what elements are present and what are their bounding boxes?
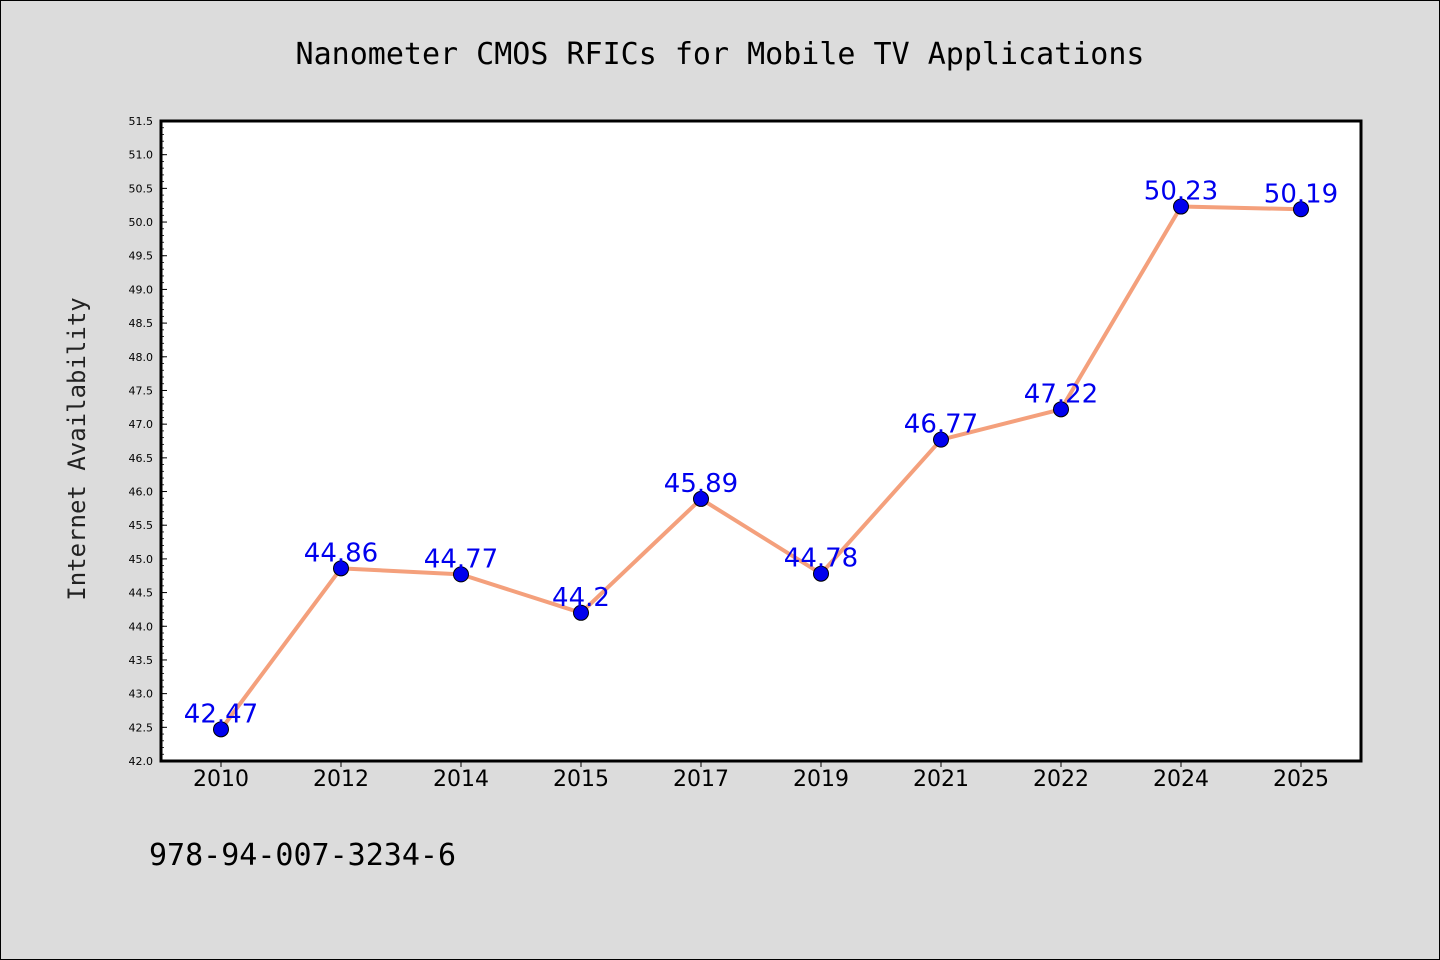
x-tick-label: 2022 — [1033, 767, 1089, 792]
data-point-marker — [453, 566, 469, 583]
y-tick-label: 51.5 — [129, 115, 154, 128]
x-tick-label: 2025 — [1273, 767, 1329, 792]
data-point-marker — [213, 721, 229, 738]
x-tick-label: 2012 — [313, 767, 369, 792]
x-tick-label: 2014 — [433, 767, 489, 792]
series-line-group — [219, 204, 1302, 731]
data-label: 44.86 — [304, 538, 378, 568]
data-labels: 42.47 44.86 44.77 44.2 45.89 44.78 46.77 47.22 5… — [184, 177, 1338, 730]
data-point-marker — [333, 560, 349, 577]
y-tick-label: 43.5 — [129, 654, 154, 667]
data-point-marker — [693, 490, 709, 507]
y-tick-label: 49.0 — [129, 283, 154, 296]
x-tick-label: 2024 — [1153, 767, 1209, 792]
data-label: 47.22 — [1024, 379, 1098, 409]
plot-area — [159, 119, 1363, 763]
y-tick-label: 51.0 — [129, 149, 154, 162]
y-tick-label: 50.5 — [129, 182, 154, 195]
data-label: 42.47 — [184, 699, 258, 729]
y-tick-label: 42.0 — [129, 755, 154, 768]
y-tick-label: 45.5 — [129, 519, 154, 532]
y-tick-label: 48.5 — [129, 317, 154, 330]
y-tick-label: 46.5 — [129, 452, 154, 465]
x-tick-label: 2010 — [193, 767, 249, 792]
series-line — [219, 204, 1302, 731]
y-tick-label: 45.0 — [129, 553, 154, 566]
data-point-marker — [1293, 201, 1309, 218]
y-tick-label: 47.0 — [129, 418, 154, 431]
isbn-text: 978-94-007-3234-6 — [149, 838, 456, 873]
x-tick-label: 2019 — [793, 767, 849, 792]
y-axis-ticks: 42.0 42.5 43.0 43.5 44.0 44.5 45.0 45.5 46.0 46.5… — [129, 115, 167, 768]
y-tick-label: 44.0 — [129, 620, 154, 633]
data-point-marker — [1173, 198, 1189, 215]
x-tick-label: 2017 — [673, 767, 729, 792]
data-label: 45.89 — [664, 469, 738, 499]
data-point-marker — [1053, 401, 1069, 418]
data-point-marker — [573, 604, 589, 621]
data-point-marker — [813, 565, 829, 582]
x-axis-ticks: 2010 2012 2014 2015 2017 2019 2021 2022 2024 2025 — [193, 761, 1329, 792]
y-tick-label: 43.0 — [129, 688, 154, 701]
data-label: 50.19 — [1264, 179, 1338, 209]
data-point-marker — [933, 431, 949, 448]
y-tick-label: 49.5 — [129, 250, 154, 263]
y-tick-label: 42.5 — [129, 721, 154, 734]
y-tick-label: 50.0 — [129, 216, 154, 229]
data-label: 44.78 — [784, 544, 858, 574]
y-tick-label: 47.5 — [129, 384, 154, 397]
y-axis-label: Internet Availability — [63, 297, 91, 600]
y-tick-label: 48.0 — [129, 351, 154, 364]
y-tick-label: 46.0 — [129, 486, 154, 499]
data-label: 50.23 — [1144, 177, 1218, 207]
data-label: 44.77 — [424, 544, 498, 574]
data-label: 46.77 — [904, 410, 978, 440]
x-tick-label: 2021 — [913, 767, 969, 792]
data-markers — [213, 198, 1309, 738]
data-label: 44.2 — [552, 583, 610, 613]
chart-title: Nanometer CMOS RFICs for Mobile TV Appli… — [296, 37, 1145, 72]
x-tick-label: 2015 — [553, 767, 609, 792]
y-tick-label: 44.5 — [129, 587, 154, 600]
